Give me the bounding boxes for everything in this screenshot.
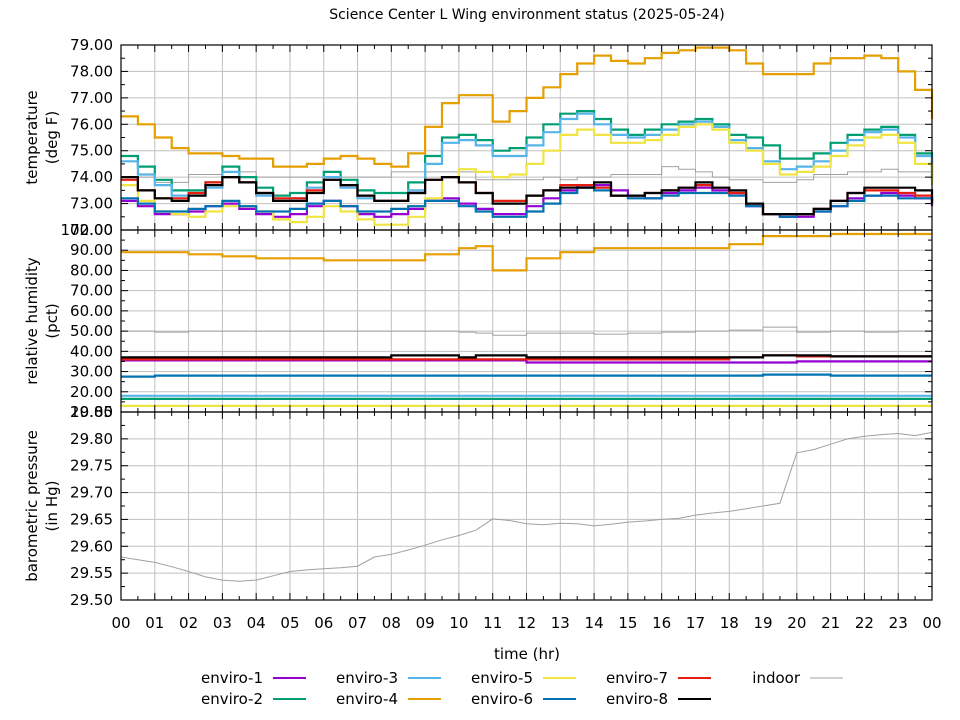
panel-pressure: 29.50 29.55 29.60 29.65 29.70 29.75 29.80 29.85… xyxy=(23,403,933,609)
pressure-series-indoor xyxy=(120,431,933,582)
legend-item-enviro-6: enviro-6 xyxy=(471,690,576,708)
x-tick-label: 11 xyxy=(483,614,502,632)
legend-item-enviro-4: enviro-4 xyxy=(336,690,441,708)
temperature-series-enviro-8 xyxy=(121,176,934,216)
legend-item-enviro-2: enviro-2 xyxy=(201,690,306,708)
x-tick-label: 10 xyxy=(449,614,468,632)
humidity-series-enviro-6 xyxy=(121,373,932,378)
temperature-y-tick-label: 77.00 xyxy=(70,89,113,107)
humidity-y-tick-label: 90.00 xyxy=(70,241,113,259)
humidity-y-tick-label: 100.00 xyxy=(61,221,114,239)
legend-label: enviro-8 xyxy=(606,690,668,708)
x-tick-label: 21 xyxy=(821,614,840,632)
humidity-y-axis-label: (pct) xyxy=(43,303,61,338)
humidity-y-axis-label: relative humidity xyxy=(23,257,41,385)
x-tick-label: 09 xyxy=(416,614,435,632)
x-tick-label: 00 xyxy=(922,614,941,632)
x-tick-labels: 00 01 02 03 04 05 06 07 08 09 10 11 12 13 14 15 16 17 18 19… xyxy=(111,614,941,632)
x-tick-label: 13 xyxy=(551,614,570,632)
x-tick-label: 16 xyxy=(652,614,671,632)
legend-label: enviro-1 xyxy=(201,669,263,687)
temperature-series-indoor xyxy=(121,166,932,183)
pressure-y-tick-label: 29.50 xyxy=(70,591,113,609)
humidity-y-tick-label: 20.00 xyxy=(70,383,113,401)
temperature-y-tick-label: 75.00 xyxy=(70,142,113,160)
pressure-y-tick-label: 29.80 xyxy=(70,430,113,448)
humidity-y-tick-label: 80.00 xyxy=(70,261,113,279)
humidity-series-enviro-4 xyxy=(121,232,932,272)
legend-label: enviro-4 xyxy=(336,690,398,708)
x-tick-label: 02 xyxy=(179,614,198,632)
legend: enviro-1 enviro-2 enviro-3 enviro-4 enviro-5… xyxy=(201,669,843,708)
panel-humidity: 10.00 20.00 30.00 40.00 50.00 60.00 70.00 80.00… xyxy=(23,221,933,421)
panel-temperature: 72.00 73.00 74.00 75.00 76.00 77.00 78.00 79.00… xyxy=(23,36,934,239)
humidity-y-tick-label: 50.00 xyxy=(70,322,113,340)
x-axis-label: time (hr) xyxy=(494,645,560,663)
x-tick-label: 04 xyxy=(247,614,266,632)
x-tick-label: 15 xyxy=(618,614,637,632)
x-tick-label: 22 xyxy=(855,614,874,632)
temperature-y-tick-label: 76.00 xyxy=(70,115,113,133)
x-tick-label: 23 xyxy=(889,614,908,632)
x-tick-label: 03 xyxy=(213,614,232,632)
humidity-y-tick-label: 30.00 xyxy=(70,363,113,381)
legend-item-enviro-5: enviro-5 xyxy=(471,669,576,687)
legend-item-enviro-7: enviro-7 xyxy=(606,669,711,687)
legend-label: enviro-7 xyxy=(606,669,668,687)
legend-item-indoor: indoor xyxy=(752,669,843,687)
x-tick-label: 06 xyxy=(314,614,333,632)
pressure-grid xyxy=(121,412,932,600)
x-tick-label: 01 xyxy=(145,614,164,632)
temperature-series-enviro-3 xyxy=(121,112,934,202)
legend-label: enviro-2 xyxy=(201,690,263,708)
x-tick-label: 19 xyxy=(753,614,772,632)
x-tick-label: 07 xyxy=(348,614,367,632)
legend-item-enviro-8: enviro-8 xyxy=(606,690,711,708)
x-tick-label: 12 xyxy=(517,614,536,632)
legend-item-enviro-1: enviro-1 xyxy=(201,669,306,687)
legend-label: enviro-3 xyxy=(336,669,398,687)
temperature-y-tick-label: 79.00 xyxy=(70,36,113,54)
temperature-y-tick-label: 78.00 xyxy=(70,62,113,80)
x-tick-label: 08 xyxy=(382,614,401,632)
x-tick-label: 00 xyxy=(111,614,130,632)
legend-item-enviro-3: enviro-3 xyxy=(336,669,441,687)
temperature-y-tick-label: 72.00 xyxy=(70,221,113,239)
temperature-y-tick-label: 73.00 xyxy=(70,195,113,213)
temperature-y-axis-label: (deg F) xyxy=(43,111,61,164)
temperature-series-enviro-1 xyxy=(121,184,934,218)
x-tick-label: 14 xyxy=(585,614,604,632)
humidity-y-tick-label: 70.00 xyxy=(70,282,113,300)
humidity-series-enviro-1 xyxy=(121,359,932,364)
pressure-y-tick-label: 29.70 xyxy=(70,484,113,502)
pressure-y-tick-label: 29.60 xyxy=(70,537,113,555)
temperature-series-enviro-2 xyxy=(121,110,934,197)
temperature-series-enviro-4 xyxy=(121,46,934,168)
humidity-y-tick-label: 10.00 xyxy=(70,403,113,421)
humidity-y-tick-label: 60.00 xyxy=(70,302,113,320)
legend-label: indoor xyxy=(752,669,801,687)
x-tick-label: 18 xyxy=(720,614,739,632)
pressure-y-tick-label: 29.85 xyxy=(70,403,113,421)
humidity-y-tick-label: 40.00 xyxy=(70,342,113,360)
legend-label: enviro-6 xyxy=(471,690,533,708)
humidity-series-enviro-8 xyxy=(121,354,932,359)
legend-label: enviro-5 xyxy=(471,669,533,687)
pressure-y-tick-label: 29.55 xyxy=(70,564,113,582)
x-tick-label: 05 xyxy=(280,614,299,632)
temperature-y-axis-label: temperature xyxy=(23,90,41,184)
x-tick-label: 20 xyxy=(787,614,806,632)
pressure-y-tick-label: 29.75 xyxy=(70,457,113,475)
temperature-y-tick-label: 74.00 xyxy=(70,168,113,186)
pressure-y-tick-label: 29.65 xyxy=(70,510,113,528)
humidity-series-indoor xyxy=(121,326,932,336)
chart-title: Science Center L Wing environment status… xyxy=(329,7,725,23)
pressure-y-axis-label: barometric pressure xyxy=(23,430,41,582)
x-tick-label: 17 xyxy=(686,614,705,632)
pressure-y-axis-label: (in Hg) xyxy=(43,481,61,532)
